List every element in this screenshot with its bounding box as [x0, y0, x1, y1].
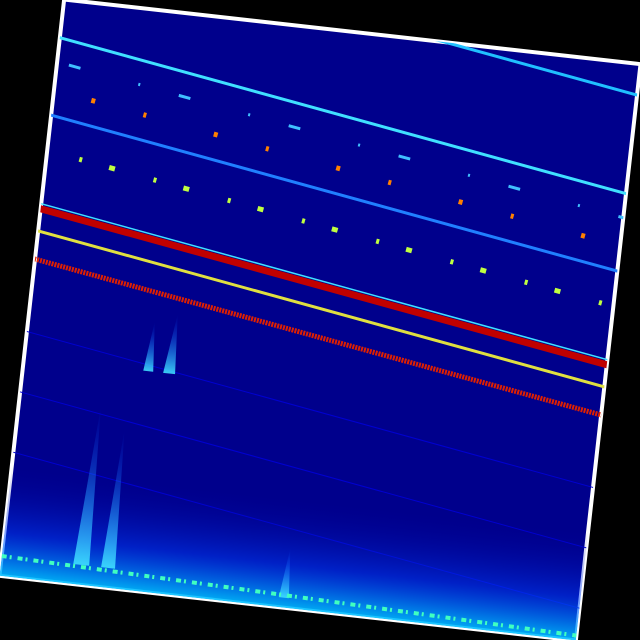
band — [0, 240, 640, 437]
spike — [278, 548, 291, 599]
band — [34, 29, 640, 224]
spike — [73, 406, 102, 566]
noise-band — [1, 554, 577, 638]
band — [0, 214, 640, 409]
spike — [101, 428, 125, 569]
band — [0, 191, 640, 390]
band — [13, 103, 640, 298]
spike — [163, 314, 178, 375]
noise-floor — [0, 466, 589, 640]
band — [0, 189, 640, 382]
band — [0, 311, 640, 505]
spike — [143, 321, 155, 372]
